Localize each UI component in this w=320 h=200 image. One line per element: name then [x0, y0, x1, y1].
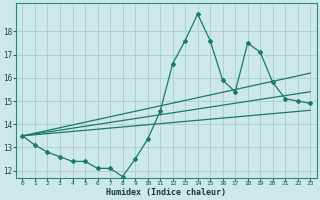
X-axis label: Humidex (Indice chaleur): Humidex (Indice chaleur)	[106, 188, 226, 197]
